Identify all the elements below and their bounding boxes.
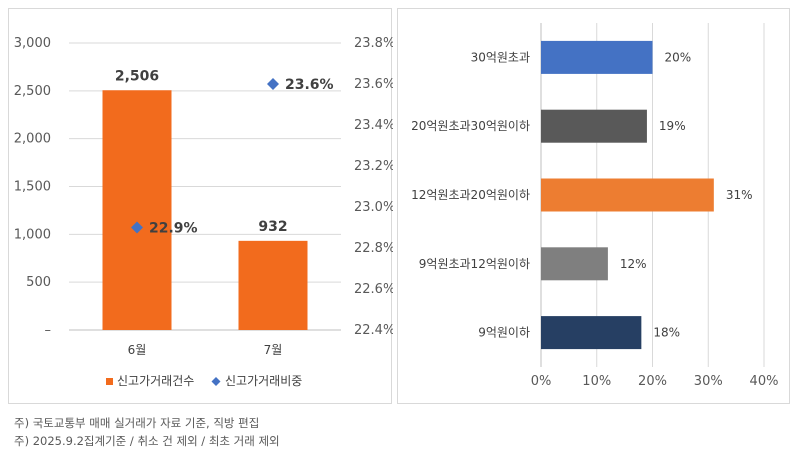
y2-tick-label: 22.6%: [354, 282, 393, 297]
y-tick-label: 3,000: [14, 36, 51, 51]
y2-tick-label: 23.6%: [354, 77, 393, 92]
legend-point-swatch: [211, 377, 221, 386]
left-chart-panel: – 500 1,000 1,500 2,000 2,500 3,000 22.4% 22.6% 2…: [8, 8, 393, 404]
legend-label: 신고가거래비중: [225, 374, 302, 388]
point-data-label: 23.6%: [285, 77, 334, 93]
x-tick-label: 10%: [582, 374, 611, 389]
footnote-2: 주) 2025.9.2집계기준 / 취소 건 제외 / 최초 거래 제외: [14, 434, 280, 448]
y-tick-label: 2,000: [14, 132, 51, 147]
y-tick-label: 1,500: [14, 180, 51, 195]
point-data-label: 22.9%: [149, 221, 198, 237]
y-tick-label: 2,500: [14, 84, 51, 99]
right-chart-panel: 0% 10% 20% 30% 40% 20% 30억원초과 19% 20억원초과30억원이하 31…: [397, 8, 790, 404]
bar: [541, 40, 653, 74]
bar-data-label: 12%: [620, 257, 647, 271]
x-tick-label: 30%: [694, 374, 723, 389]
footnote-1: 주) 국토교통부 매매 실거래가 자료 기준, 직방 편집: [14, 416, 260, 430]
bar-data-label: 20%: [665, 50, 692, 64]
footnotes: 주) 국토교통부 매매 실거래가 자료 기준, 직방 편집 주) 2025.9.…: [14, 414, 280, 450]
bar-data-label: 2,506: [115, 68, 159, 84]
x-tick-label: 40%: [750, 374, 779, 389]
bar: [541, 178, 714, 212]
horizontal-bar-chart: 0% 10% 20% 30% 40% 20% 30억원초과 19% 20억원초과30억원이하 31…: [411, 23, 779, 389]
y2-tick-label: 23.8%: [354, 36, 393, 51]
x-tick-label: 0%: [531, 374, 552, 389]
y-category-label: 30억원초과: [471, 50, 530, 64]
bar: [102, 90, 172, 330]
point-marker: [267, 78, 279, 90]
y2-tick-label: 22.8%: [354, 241, 393, 256]
y2-tick-label: 23.4%: [354, 118, 393, 133]
x-category-label: 7월: [264, 343, 283, 357]
y2-tick-label: 23.2%: [354, 159, 393, 174]
y2-tick-label: 22.4%: [354, 323, 393, 338]
bar-data-label: 932: [258, 219, 287, 235]
point-marker: [131, 221, 143, 234]
x-tick-label: 20%: [638, 374, 667, 389]
bar-data-label: 18%: [653, 326, 680, 340]
bar: [238, 240, 308, 330]
y-category-label: 20억원초과30억원이하: [411, 119, 530, 133]
y2-tick-label: 23.0%: [354, 200, 393, 215]
y-category-label: 9억원초과12억원이하: [419, 257, 530, 271]
y-tick-label: –: [45, 323, 52, 338]
bar-data-label: 31%: [726, 188, 753, 202]
bar: [541, 109, 647, 143]
bar-data-label: 19%: [659, 119, 686, 133]
legend-bar-swatch: [106, 378, 113, 385]
y-category-label: 9억원이하: [478, 326, 530, 340]
y-category-label: 12억원초과20억원이하: [411, 188, 530, 202]
y-tick-label: 500: [26, 275, 51, 290]
legend-label: 신고가거래건수: [117, 374, 194, 388]
bar: [541, 247, 608, 281]
combo-chart: – 500 1,000 1,500 2,000 2,500 3,000 22.4% 22.6% 2…: [14, 36, 393, 388]
x-category-label: 6월: [128, 343, 147, 357]
y-tick-label: 1,000: [14, 227, 51, 242]
bar: [541, 316, 642, 350]
